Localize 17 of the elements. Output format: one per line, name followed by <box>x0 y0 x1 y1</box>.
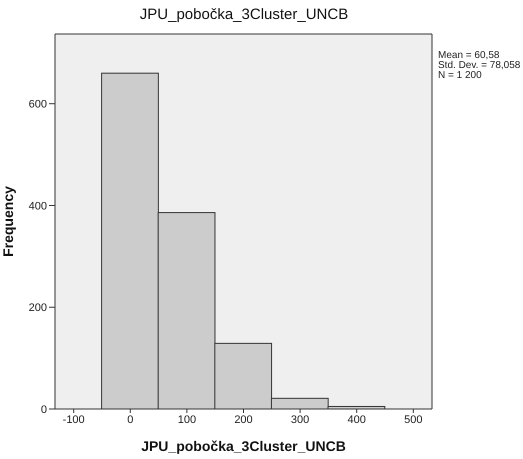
text: Mean = 60,58 <box>438 50 500 61</box>
x-tick-label: 0 <box>127 414 134 426</box>
x-tick-label: 400 <box>348 414 366 426</box>
text: N = 1 200 <box>438 70 483 81</box>
y-tick-label: 600 <box>28 98 47 111</box>
y-tick-label: 400 <box>28 200 47 212</box>
x-tick-label: 200 <box>234 414 253 426</box>
y-axis-title: Frequency <box>0 186 16 257</box>
chart-title: JPU_pobočka_3Cluster_UNCB <box>138 6 350 23</box>
x-tick-label: 300 <box>290 414 310 426</box>
text: Std. Dev. = 78,058 <box>438 60 520 71</box>
x-tick-label: 100 <box>178 414 196 426</box>
x-tick-label: 500 <box>404 414 422 426</box>
x-axis-title: JPU_pobočka_3Cluster_UNCB <box>141 438 346 454</box>
x-tick-label: -100 <box>62 414 85 426</box>
y-tick-label: 200 <box>28 302 47 314</box>
y-tick-label: 0 <box>40 404 47 416</box>
